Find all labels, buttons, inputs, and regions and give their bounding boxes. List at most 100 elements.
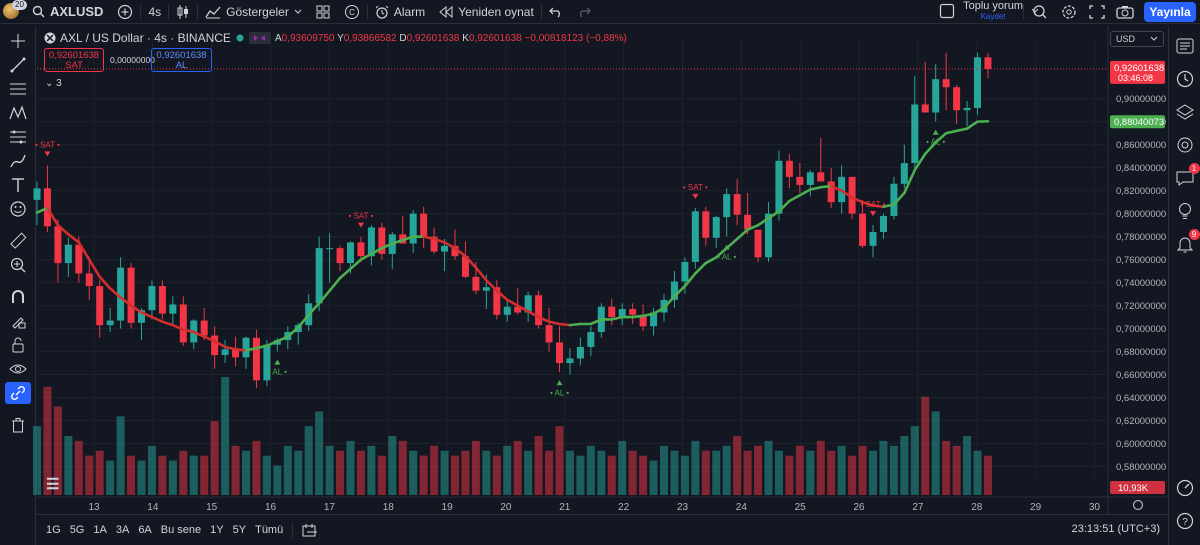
x-tick-label: 25 — [795, 502, 807, 513]
undo-button[interactable] — [542, 0, 570, 24]
volume-bar — [691, 440, 700, 495]
range-5y[interactable]: 5Y — [232, 524, 247, 536]
symbol-search[interactable]: AXLUSD — [25, 0, 110, 24]
publish-button[interactable]: Yayınla — [1144, 2, 1196, 22]
alerts-clock-button[interactable] — [1173, 67, 1197, 91]
currency-selector[interactable]: USD — [1110, 31, 1164, 47]
price-chart[interactable]: 0,900000000,880000000,860000000,84000000… — [0, 0, 1168, 514]
crosshair-tool[interactable] — [5, 30, 31, 52]
quick-search-icon[interactable] — [1030, 3, 1052, 21]
volume-bar — [639, 455, 648, 495]
volume-bar — [910, 426, 919, 495]
clock-timezone[interactable]: 23:13:51 (UTC+3) — [1071, 523, 1160, 535]
layers-button[interactable] — [1173, 100, 1197, 124]
save-group[interactable]: Toplu yorum Kaydet — [939, 1, 1039, 21]
zoom-tool[interactable] — [5, 254, 31, 276]
ema-segment — [390, 238, 405, 245]
emoji-tool[interactable] — [5, 198, 31, 220]
volume-bar — [942, 440, 951, 495]
range-1m[interactable]: 1A — [93, 524, 107, 536]
ema-segment — [505, 298, 520, 307]
camera-icon[interactable] — [1114, 3, 1136, 21]
user-avatar[interactable]: 20 — [3, 0, 27, 21]
volume-bar — [294, 450, 303, 495]
notifications-badge: 9 — [1188, 229, 1200, 240]
settings-gear-icon[interactable] — [1058, 3, 1080, 21]
candle-body — [587, 332, 595, 347]
y-tick-label: 0,64000000 — [1116, 393, 1166, 404]
sell-signal-label: • SAT • — [861, 200, 886, 209]
plus-circle-icon — [118, 4, 133, 19]
volume-bar — [168, 460, 177, 495]
volume-bar — [963, 436, 972, 495]
chart-type-button[interactable] — [169, 0, 197, 24]
close-value: 0,92601638 — [468, 32, 522, 44]
lock-tool[interactable] — [5, 334, 31, 356]
range-1d[interactable]: 1G — [46, 524, 61, 536]
range-5d[interactable]: 5G — [69, 524, 85, 536]
search-icon — [32, 5, 45, 18]
buy-button[interactable]: 0,92601638 AL — [151, 48, 212, 72]
range-all[interactable]: Tümü — [255, 524, 284, 536]
candle-body — [712, 217, 720, 238]
volume-bar — [670, 450, 679, 495]
indicators-collapse-toggle[interactable]: ⌄ 3 — [45, 78, 62, 89]
fib-tool[interactable] — [5, 126, 31, 148]
chat-button[interactable]: 1 — [1173, 163, 1200, 190]
buy-signal-label: • AL • — [550, 388, 569, 397]
redo-button[interactable] — [570, 0, 598, 24]
volume-bar — [179, 450, 188, 495]
brush-tool[interactable] — [5, 150, 31, 172]
pattern-tool[interactable] — [5, 102, 31, 124]
top-right-icons — [1023, 0, 1136, 24]
sync-drawings-tool[interactable] — [4, 382, 31, 404]
volume-bar — [931, 411, 940, 495]
horizontal-lines-tool[interactable] — [5, 78, 31, 100]
layouts-button[interactable] — [309, 0, 337, 24]
ideas-button[interactable] — [1173, 199, 1197, 223]
hotlist-button[interactable] — [1173, 133, 1197, 157]
range-6m[interactable]: 6A — [138, 524, 152, 536]
volume-bar — [64, 436, 73, 495]
volume-bar — [43, 386, 52, 495]
volume-bar — [795, 445, 804, 495]
trendline-tool[interactable] — [5, 54, 31, 76]
clock-icon — [1176, 70, 1193, 88]
sell-button[interactable]: 0,92601638 SAT — [44, 48, 104, 72]
data-window-button[interactable] — [1173, 476, 1197, 500]
candle-body — [932, 79, 940, 113]
range-ytd[interactable]: Bu sene — [160, 524, 202, 536]
trash-icon — [11, 418, 24, 433]
fullscreen-icon[interactable] — [1086, 3, 1108, 21]
visibility-tool[interactable] — [5, 358, 31, 380]
ruler-tool[interactable] — [5, 230, 31, 252]
templates-button[interactable]: C — [337, 0, 367, 24]
sell-price: 0,92601638 — [48, 50, 100, 61]
interval-button[interactable]: 4s — [141, 0, 168, 24]
alarm-button[interactable]: Alarm — [368, 0, 432, 24]
candle-body — [869, 232, 877, 246]
watchlist-button[interactable] — [1173, 34, 1197, 58]
volume-bar — [273, 465, 282, 495]
indicator-tag[interactable] — [248, 32, 271, 44]
range-3m[interactable]: 3A — [115, 524, 130, 536]
date-range-icon[interactable] — [302, 523, 318, 537]
chevron-down-icon — [1031, 8, 1039, 13]
ema-segment — [443, 241, 457, 250]
replay-button[interactable]: Yeniden oynat — [432, 0, 541, 24]
ema-segment — [526, 310, 540, 319]
x-tick-label: 14 — [147, 502, 159, 513]
x-tick-label: 18 — [383, 502, 395, 513]
range-1y[interactable]: 1Y — [210, 524, 224, 536]
indicators-button[interactable]: Göstergeler — [198, 0, 309, 24]
help-button[interactable]: ? — [1173, 509, 1197, 533]
text-tool[interactable] — [5, 174, 31, 196]
crosshair-icon — [10, 34, 25, 48]
notifications-button[interactable]: 9 — [1173, 229, 1200, 256]
candle-body — [441, 245, 449, 252]
magnet-tool[interactable] — [5, 286, 31, 308]
lock-drawing-tool[interactable] — [5, 310, 31, 332]
candle-body — [942, 79, 950, 88]
compare-button[interactable] — [110, 0, 140, 24]
remove-tool[interactable] — [5, 414, 31, 436]
